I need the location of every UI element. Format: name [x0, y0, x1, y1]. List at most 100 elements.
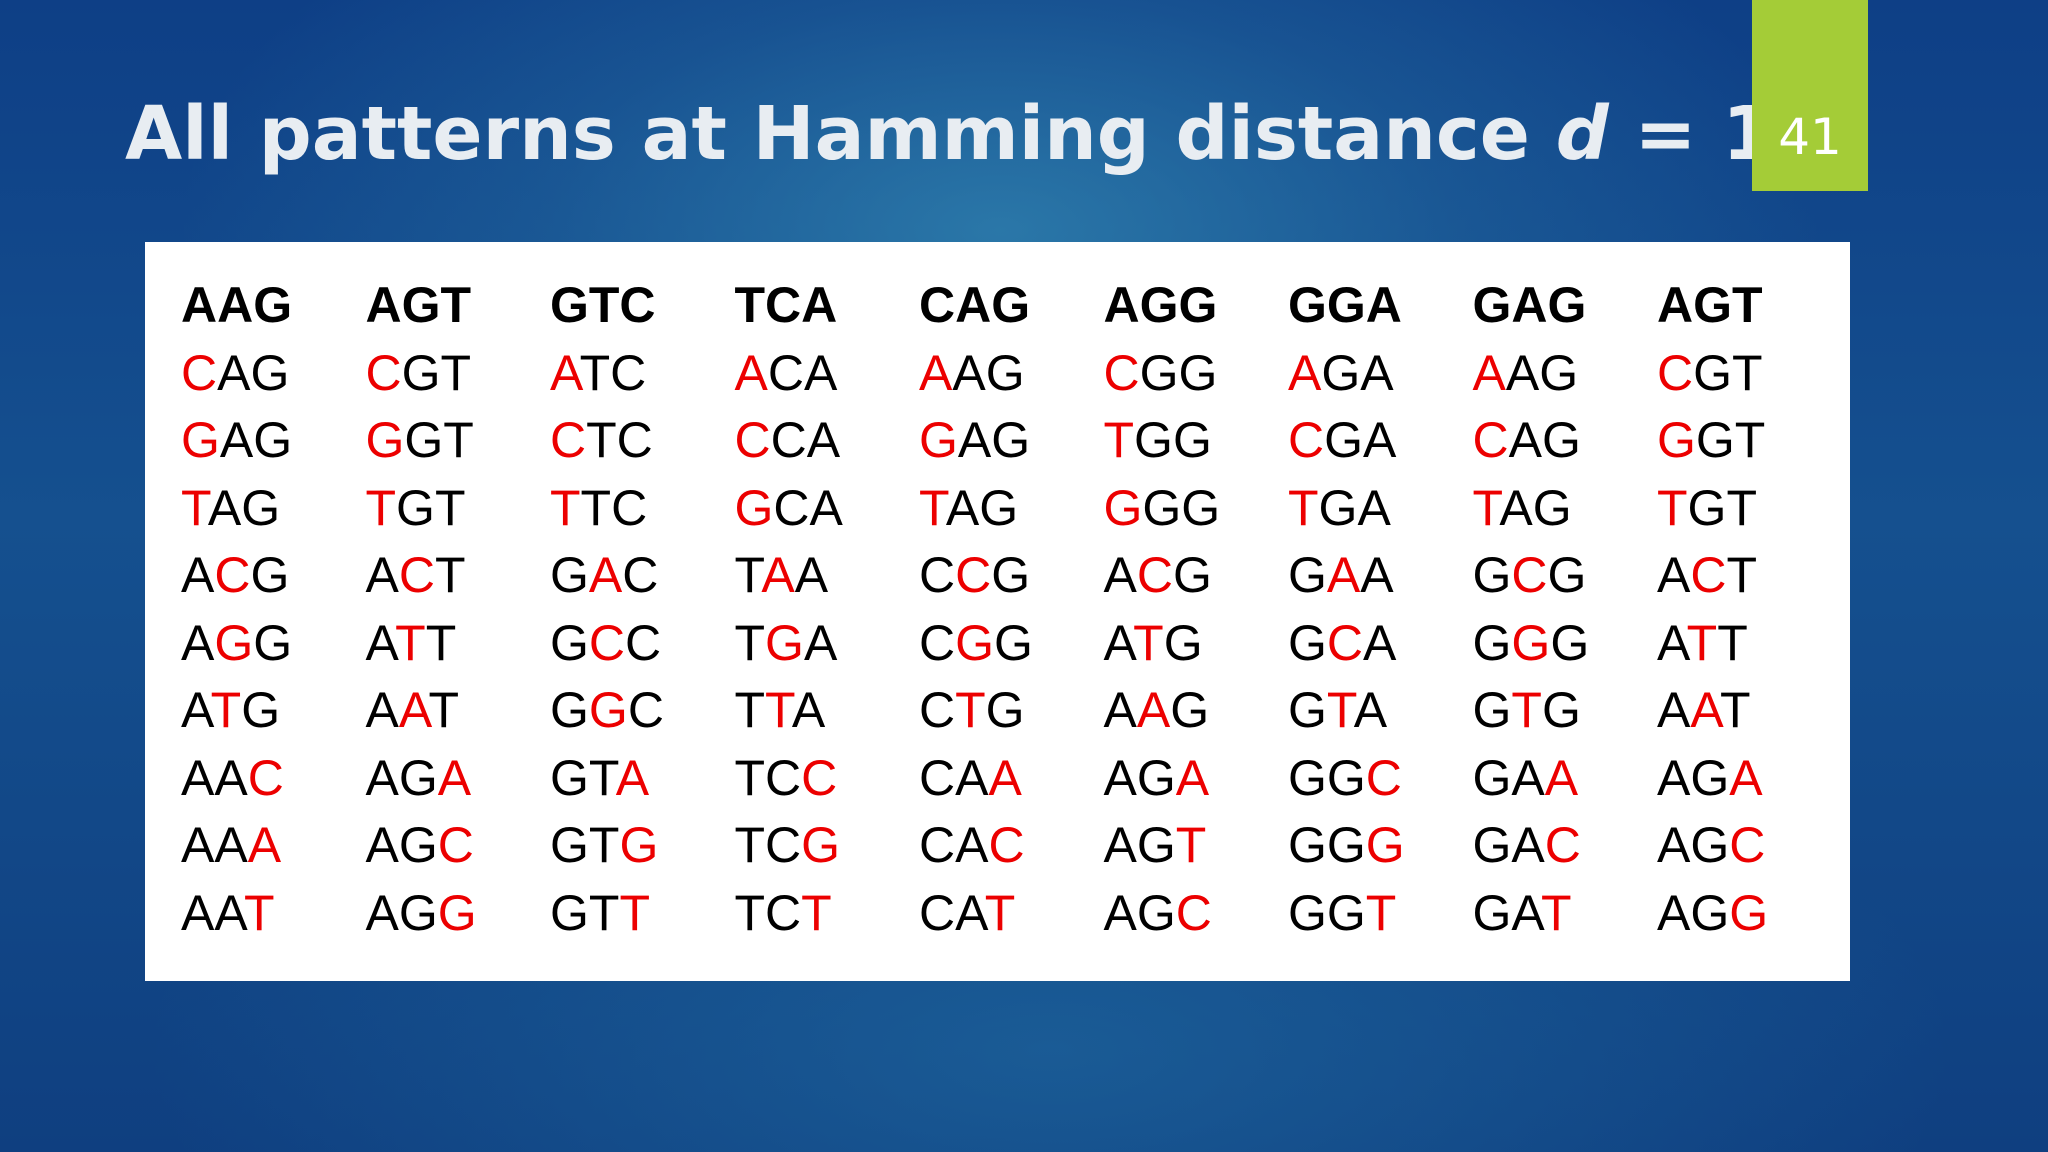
pattern-suffix: T — [428, 682, 460, 738]
pattern-suffix: C — [627, 682, 664, 738]
pattern-prefix: GG — [1288, 817, 1366, 873]
mutated-nucleotide: A — [1472, 344, 1506, 401]
pattern-prefix: A — [365, 614, 396, 671]
mutated-nucleotide: A — [1729, 749, 1763, 806]
mutated-nucleotide: G — [214, 614, 254, 671]
pattern-suffix: T — [434, 547, 466, 603]
pattern-prefix: A — [1657, 547, 1691, 603]
pattern-suffix: TC — [580, 479, 648, 536]
mutated-nucleotide: T — [1657, 479, 1688, 536]
slide-title: All patterns at Hamming distance d = 1 — [125, 86, 1774, 182]
neighbor-pattern: CGA — [1288, 407, 1473, 475]
pattern-suffix: G — [985, 682, 1025, 738]
pattern-suffix: G — [994, 614, 1033, 671]
pattern-prefix: GT — [550, 817, 620, 873]
pattern-prefix: AG — [1657, 749, 1730, 806]
neighbor-pattern: GAC — [550, 542, 735, 610]
pattern-prefix: AG — [1657, 884, 1730, 941]
mutated-nucleotide: T — [1133, 614, 1164, 671]
pattern-suffix: G — [241, 682, 281, 738]
neighbor-pattern: TTA — [735, 677, 920, 745]
pattern-prefix: AA — [181, 884, 244, 941]
neighbor-pattern: ACG — [1104, 542, 1289, 610]
mutated-nucleotide: A — [1326, 547, 1361, 603]
mutated-nucleotide: T — [801, 884, 832, 941]
mutated-nucleotide: T — [1175, 817, 1207, 873]
mutated-nucleotide: A — [588, 547, 623, 603]
pattern-suffix: AG — [217, 344, 290, 401]
pattern-suffix: A — [1363, 614, 1397, 671]
neighbor-pattern: TAG — [181, 475, 366, 543]
slide-number-badge: 41 — [1752, 0, 1868, 191]
neighbor-pattern: GTG — [1473, 677, 1658, 745]
neighbor-pattern: CTG — [919, 677, 1104, 745]
pattern-suffix: G — [253, 614, 293, 671]
mutated-nucleotide: G — [1657, 412, 1696, 468]
pattern-prefix: A — [1103, 682, 1137, 738]
neighbor-pattern: GAG — [919, 407, 1104, 475]
pattern-prefix: G — [1288, 614, 1327, 671]
pattern-prefix: AG — [1657, 817, 1730, 873]
column-header-pattern: AGT — [1657, 277, 1763, 333]
neighbor-pattern: ACG — [181, 542, 366, 610]
neighbor-pattern: CGT — [1657, 340, 1842, 408]
mutated-nucleotide: T — [765, 682, 792, 738]
neighbor-pattern: TAG — [1473, 475, 1658, 543]
mutated-nucleotide: C — [588, 614, 626, 671]
neighbor-pattern: CCA — [735, 407, 920, 475]
pattern-prefix: G — [550, 614, 589, 671]
neighbor-pattern: GAA — [1473, 745, 1658, 813]
neighbor-pattern: AGA — [1104, 745, 1289, 813]
pattern-prefix: G — [1472, 547, 1512, 603]
hamming-neighbors-table: AAG AGT GTC TCA CAG AGG GGA GAG AGT CAG CGT ATC ACA A… — [145, 242, 1850, 981]
pattern-suffix: G — [1170, 682, 1210, 738]
mutated-nucleotide: G — [1103, 479, 1143, 536]
pattern-prefix: AG — [1103, 749, 1176, 806]
neighbor-pattern: AAT — [1657, 677, 1842, 745]
pattern-prefix: AG — [365, 749, 438, 806]
neighbor-pattern: AAG — [1104, 677, 1289, 745]
pattern-suffix: CA — [770, 412, 841, 468]
pattern-prefix: GG — [1288, 749, 1366, 806]
neighbor-pattern: TCT — [735, 880, 920, 948]
mutated-nucleotide: G — [801, 817, 841, 873]
mutated-nucleotide: A — [615, 749, 650, 806]
neighbor-pattern: AAT — [181, 880, 366, 948]
pattern-suffix: AG — [952, 344, 1025, 401]
mutated-nucleotide: C — [1365, 749, 1402, 806]
pattern-prefix: T — [734, 547, 762, 603]
neighbor-pattern: CAG — [1473, 407, 1658, 475]
pattern-suffix: GG — [1139, 344, 1218, 401]
pattern-suffix: CA — [773, 479, 843, 536]
mutated-nucleotide: T — [1541, 884, 1572, 941]
neighbor-pattern: GGT — [1288, 880, 1473, 948]
column-header-pattern: GAG — [1472, 277, 1587, 333]
pattern-suffix: GT — [1693, 344, 1763, 401]
neighbor-pattern: ATG — [181, 677, 366, 745]
mutated-nucleotide: T — [1365, 884, 1397, 941]
neighbor-pattern: AGA — [366, 745, 551, 813]
neighbor-pattern: AAT — [366, 677, 551, 745]
pattern-suffix: GA — [1318, 479, 1391, 536]
neighbor-pattern: GGG — [1288, 812, 1473, 880]
pattern-suffix: AG — [1505, 344, 1579, 401]
mutated-nucleotide: G — [955, 614, 995, 671]
pattern-suffix: G — [1541, 682, 1581, 738]
pattern-suffix: A — [791, 682, 826, 738]
mutated-nucleotide: G — [1511, 614, 1551, 671]
pattern-prefix: A — [181, 547, 215, 603]
mutated-nucleotide: C — [437, 817, 474, 873]
pattern-prefix: A — [1657, 614, 1687, 671]
mutated-nucleotide: C — [1657, 344, 1694, 401]
pattern-suffix: A — [794, 547, 829, 603]
pattern-prefix: C — [919, 547, 956, 603]
pattern-prefix: T — [734, 614, 766, 671]
pattern-prefix: GA — [1472, 817, 1545, 873]
mutated-nucleotide: A — [1690, 682, 1720, 738]
neighbor-pattern: GTA — [550, 745, 735, 813]
mutated-nucleotide: C — [214, 547, 251, 603]
neighbor-pattern: AGA — [1657, 745, 1842, 813]
neighbor-pattern: CTC — [550, 407, 735, 475]
pattern-prefix: AG — [1103, 884, 1176, 941]
neighbor-pattern: TGT — [366, 475, 551, 543]
